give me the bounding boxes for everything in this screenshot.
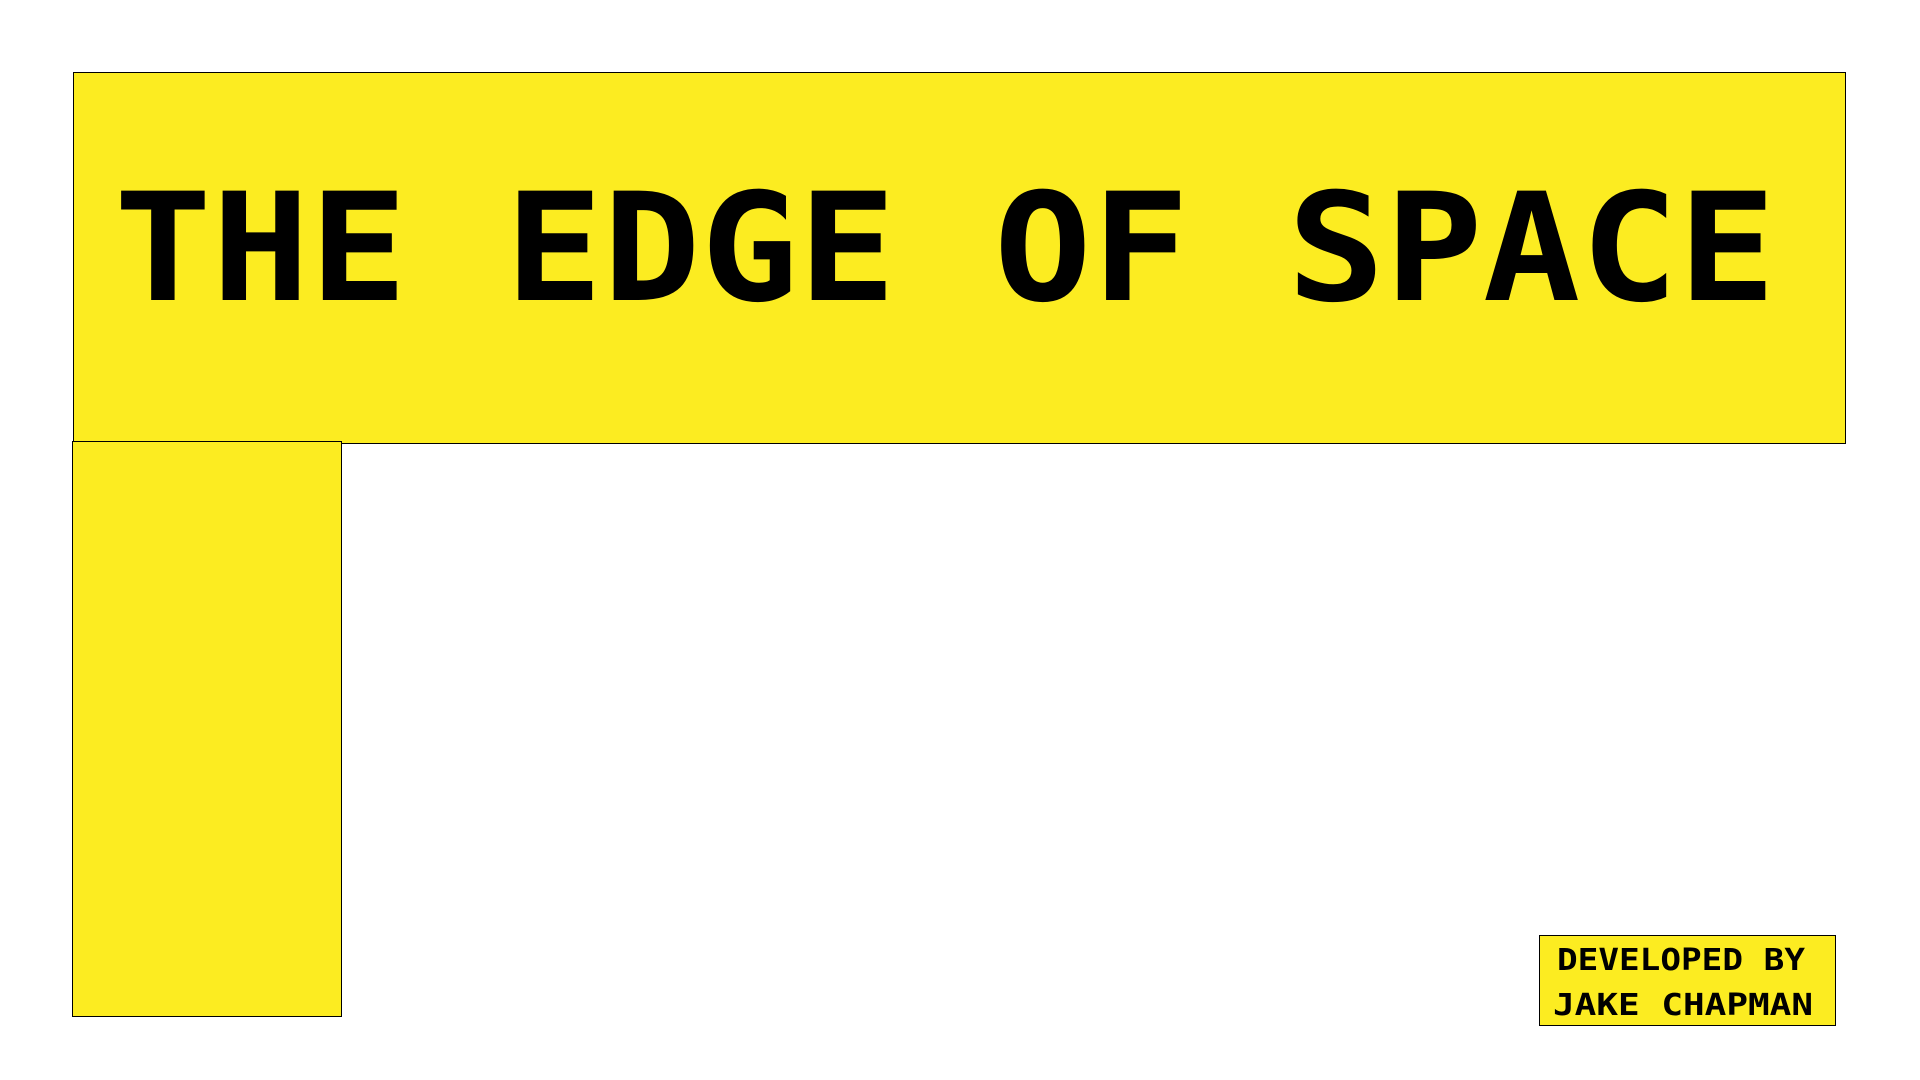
- game-title: THE EDGE OF SPACE: [114, 162, 1776, 336]
- credit-line: DEVELOPED BY: [1557, 943, 1805, 978]
- credit-line: JAKE CHAPMAN: [1553, 988, 1813, 1023]
- title-banner: [73, 72, 1846, 444]
- side-panel: [72, 441, 342, 1017]
- credits-box: [1539, 935, 1836, 1026]
